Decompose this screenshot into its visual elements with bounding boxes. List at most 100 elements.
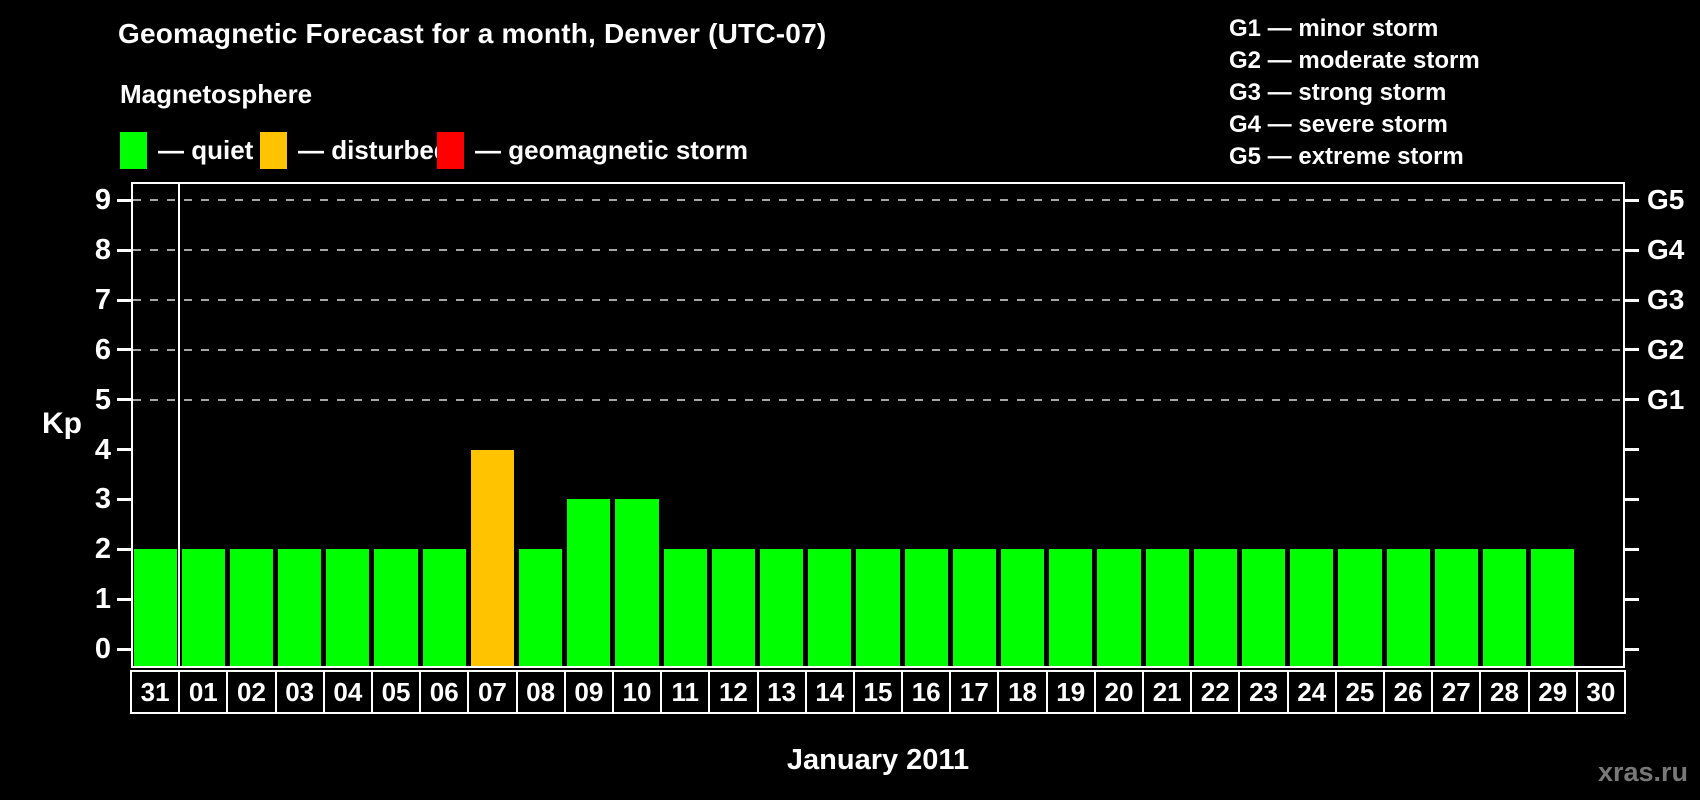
bar-day-31	[133, 549, 177, 666]
day-label-cell-19: 19	[1045, 670, 1096, 714]
day-label-cell-23: 23	[1238, 670, 1289, 714]
bar-day-05	[374, 549, 418, 666]
legend-label-storm: — geomagnetic storm	[475, 134, 749, 165]
bar-day-11	[663, 549, 707, 666]
chart-title: Geomagnetic Forecast for a month, Denver…	[118, 18, 827, 49]
bar-day-08	[519, 549, 563, 666]
y-axis-tick-right-3	[1625, 497, 1639, 501]
day-label-cell-11: 11	[660, 670, 711, 714]
legend-label-quiet: — quiet	[158, 134, 254, 165]
y-axis-tick-label-8: 8	[94, 234, 111, 267]
y-axis-tick-left-9	[117, 198, 131, 202]
day-label-cell-13: 13	[756, 670, 807, 714]
g-axis-label-g2: G2	[1647, 333, 1685, 365]
bar-day-29	[1531, 549, 1575, 666]
y-axis-tick-right-4	[1625, 448, 1639, 452]
bar-day-12	[711, 549, 755, 666]
g-legend-item-g1: G1 — minor storm	[1229, 15, 1439, 42]
bar-day-14	[808, 549, 852, 666]
x-axis-day-labels: 31 01 02 03 04 05 06 07 08 09 10 11 12 13 14 15 16 17 18 19…	[130, 670, 1626, 714]
y-axis-tick-right-7	[1625, 298, 1639, 302]
legend-swatch-disturbed-icon	[260, 131, 287, 169]
day-label-cell-04: 04	[322, 670, 373, 714]
bar-day-13	[760, 549, 804, 666]
day-label-cell-25: 25	[1334, 670, 1386, 714]
bar-day-09	[567, 499, 611, 666]
bar-day-01	[181, 549, 225, 666]
y-axis-tick-left-0	[117, 647, 131, 651]
day-label-cell-14: 14	[804, 670, 855, 714]
y-axis-tick-label-3: 3	[94, 483, 111, 516]
g-scale-legend: G1 — minor storm G2 — moderate storm G3 — …	[1229, 13, 1480, 173]
g-legend-item-g5: G5 — extreme storm	[1229, 143, 1464, 170]
y-axis-tick-left-6	[117, 348, 131, 352]
day-label-cell-27: 27	[1431, 670, 1482, 714]
y-axis-tick-left-7	[117, 298, 131, 302]
watermark: xras.ru	[1597, 757, 1688, 787]
y-axis-tick-right-8	[1625, 248, 1639, 252]
day-label-cell-09: 09	[563, 670, 614, 714]
y-axis-tick-label-0: 0	[94, 633, 111, 665]
plot-border-left	[131, 182, 133, 668]
y-axis-label-kp: Kp	[42, 407, 82, 440]
y-axis-tick-label-5: 5	[94, 383, 111, 416]
legend-swatch-storm-icon	[437, 131, 464, 169]
y-axis-tick-left-1	[117, 597, 131, 601]
g-legend-item-g3: G3 — strong storm	[1229, 79, 1447, 106]
g-legend-item-g4: G4 — severe storm	[1229, 111, 1448, 138]
grid-line-kp5	[133, 398, 1623, 401]
legend-item-storm: — geomagnetic storm	[437, 130, 748, 170]
bar-day-28	[1482, 549, 1527, 666]
day-label-cell-17: 17	[949, 670, 1000, 714]
plot-border-right	[1623, 182, 1625, 668]
grid-line-kp6	[133, 348, 1623, 351]
plot-border-top	[131, 182, 1625, 184]
bar-day-04	[326, 549, 370, 666]
y-axis-tick-right-9	[1625, 198, 1639, 202]
y-axis-tick-right-2	[1625, 547, 1639, 551]
day-label-cell-05: 05	[370, 670, 422, 714]
y-axis-tick-right-6	[1625, 348, 1639, 352]
day-label-cell-07: 07	[467, 670, 518, 714]
plot-area: 0 1 2 3 4 5 6 7 8 9 G1 G2 G3 G4 G5	[95, 182, 1684, 668]
plot-border-bottom	[131, 666, 1625, 668]
y-axis-tick-label-6: 6	[94, 333, 111, 366]
y-axis-tick-label-7: 7	[94, 284, 111, 317]
day-label-cell-20: 20	[1093, 670, 1145, 714]
day-label-cell-01: 01	[178, 670, 229, 714]
y-axis-tick-left-4	[117, 448, 131, 452]
bar-day-23	[1241, 549, 1286, 666]
y-axis-tick-left-2	[117, 547, 131, 551]
day-label-cell-28: 28	[1479, 670, 1530, 714]
y-axis-tick-left-8	[117, 248, 131, 252]
month-separator-line	[178, 182, 181, 668]
day-label-cell-21: 21	[1142, 670, 1193, 714]
bar-day-18	[1000, 549, 1045, 666]
bar-day-10	[615, 499, 659, 666]
bar-day-20	[1097, 549, 1141, 666]
grid-line-kp7	[133, 299, 1623, 302]
day-label-cell-22: 22	[1190, 670, 1241, 714]
day-label-cell-26: 26	[1383, 670, 1434, 714]
day-label-cell-30: 30	[1575, 670, 1626, 714]
day-label-cell-12: 12	[708, 670, 759, 714]
y-axis-tick-left-3	[117, 497, 131, 501]
g-axis-label-g3: G3	[1647, 284, 1685, 316]
g-legend-item-g2: G2 — moderate storm	[1229, 47, 1480, 74]
bar-day-27	[1434, 549, 1478, 666]
day-label-cell-06: 06	[419, 670, 470, 714]
day-label-cell-24: 24	[1286, 670, 1337, 714]
day-label-cell-03: 03	[274, 670, 325, 714]
bar-day-07	[470, 449, 515, 666]
g-axis-label-g1: G1	[1647, 383, 1685, 415]
grid-line-kp9	[133, 199, 1623, 202]
bar-day-25	[1338, 549, 1382, 666]
bar-day-16	[904, 549, 948, 666]
day-label-cell-15: 15	[852, 670, 904, 714]
y-axis-tick-label-1: 1	[94, 583, 111, 616]
legend-item-quiet: — quiet	[120, 130, 253, 170]
bar-day-15	[856, 549, 900, 666]
legend-label-disturbed: — disturbed	[298, 134, 450, 165]
day-label-cell-02: 02	[226, 670, 277, 714]
